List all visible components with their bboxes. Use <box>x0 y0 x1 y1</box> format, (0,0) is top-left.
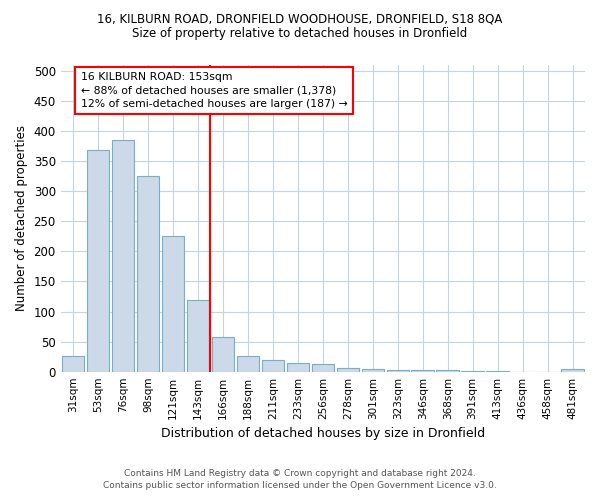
Bar <box>337 368 359 372</box>
Bar <box>362 370 384 372</box>
Bar <box>436 370 459 372</box>
Bar <box>561 370 584 372</box>
Text: 16 KILBURN ROAD: 153sqm
← 88% of detached houses are smaller (1,378)
12% of semi: 16 KILBURN ROAD: 153sqm ← 88% of detache… <box>80 72 347 108</box>
Y-axis label: Number of detached properties: Number of detached properties <box>15 126 28 312</box>
Bar <box>187 300 209 372</box>
Bar <box>212 338 234 372</box>
Bar <box>137 176 159 372</box>
Bar <box>412 370 434 372</box>
Bar <box>386 370 409 372</box>
Text: Contains HM Land Registry data © Crown copyright and database right 2024.
Contai: Contains HM Land Registry data © Crown c… <box>103 468 497 490</box>
Bar <box>287 362 309 372</box>
Bar <box>112 140 134 372</box>
Bar <box>62 356 85 372</box>
X-axis label: Distribution of detached houses by size in Dronfield: Distribution of detached houses by size … <box>161 427 485 440</box>
Bar <box>87 150 109 372</box>
Bar <box>311 364 334 372</box>
Bar <box>262 360 284 372</box>
Text: Size of property relative to detached houses in Dronfield: Size of property relative to detached ho… <box>133 28 467 40</box>
Bar <box>236 356 259 372</box>
Bar <box>162 236 184 372</box>
Text: 16, KILBURN ROAD, DRONFIELD WOODHOUSE, DRONFIELD, S18 8QA: 16, KILBURN ROAD, DRONFIELD WOODHOUSE, D… <box>97 12 503 26</box>
Bar <box>487 371 509 372</box>
Bar <box>461 371 484 372</box>
